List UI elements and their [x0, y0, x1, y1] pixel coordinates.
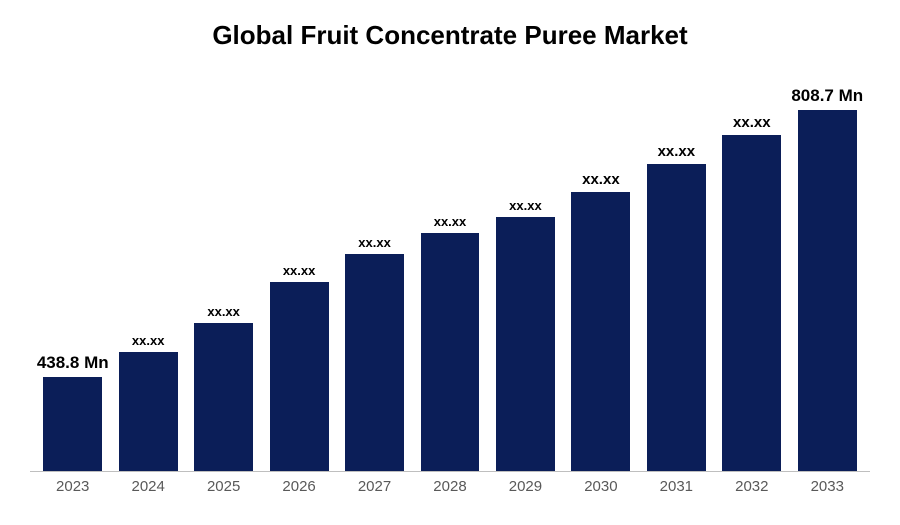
- x-axis-tick: 2032: [714, 478, 789, 495]
- bar: [647, 164, 706, 472]
- bar: [496, 217, 555, 471]
- bar-value-label: 438.8 Mn: [37, 353, 109, 373]
- bar-value-label: xx.xx: [358, 235, 391, 250]
- bar-group: xx.xx: [563, 61, 638, 471]
- bar-value-label: 808.7 Mn: [791, 86, 863, 106]
- bar-group: xx.xx: [186, 61, 261, 471]
- x-axis-tick: 2033: [790, 478, 865, 495]
- x-axis-tick: 2030: [563, 478, 638, 495]
- bar-value-label: xx.xx: [509, 198, 542, 213]
- x-axis-tick: 2025: [186, 478, 261, 495]
- bar: [345, 254, 404, 471]
- bar-group: xx.xx: [337, 61, 412, 471]
- bar-value-label: xx.xx: [283, 263, 316, 278]
- bar: [571, 192, 630, 471]
- x-axis-tick: 2031: [639, 478, 714, 495]
- bar-group: xx.xx: [261, 61, 336, 471]
- bar-group: xx.xx: [412, 61, 487, 471]
- bar: [119, 352, 178, 471]
- bar-value-label: xx.xx: [582, 171, 620, 188]
- x-axis-tick: 2028: [412, 478, 487, 495]
- bar-value-label: xx.xx: [434, 214, 467, 229]
- bar-value-label: xx.xx: [658, 143, 696, 160]
- chart-container: Global Fruit Concentrate Puree Market 43…: [0, 0, 900, 525]
- bar: [798, 110, 857, 471]
- plot-area: 438.8 Mn xx.xx xx.xx xx.xx xx.xx xx.xx xx.xx xx…: [30, 61, 870, 472]
- x-axis-tick: 2024: [110, 478, 185, 495]
- chart-title: Global Fruit Concentrate Puree Market: [30, 20, 870, 51]
- bar: [43, 377, 102, 471]
- bar: [722, 135, 781, 471]
- bar-group: 808.7 Mn: [790, 61, 865, 471]
- bar-group: xx.xx: [714, 61, 789, 471]
- bar-group: xx.xx: [488, 61, 563, 471]
- x-axis-tick: 2026: [261, 478, 336, 495]
- bar-group: 438.8 Mn: [35, 61, 110, 471]
- x-axis-tick: 2023: [35, 478, 110, 495]
- bar: [194, 323, 253, 471]
- bar-value-label: xx.xx: [733, 114, 771, 131]
- bar-group: xx.xx: [110, 61, 185, 471]
- bar-value-label: xx.xx: [207, 304, 240, 319]
- x-axis-tick: 2027: [337, 478, 412, 495]
- bar-group: xx.xx: [639, 61, 714, 471]
- x-axis: 2023202420252026202720282029203020312032…: [30, 478, 870, 495]
- bar: [270, 282, 329, 471]
- x-axis-tick: 2029: [488, 478, 563, 495]
- bar: [421, 233, 480, 471]
- bar-value-label: xx.xx: [132, 333, 165, 348]
